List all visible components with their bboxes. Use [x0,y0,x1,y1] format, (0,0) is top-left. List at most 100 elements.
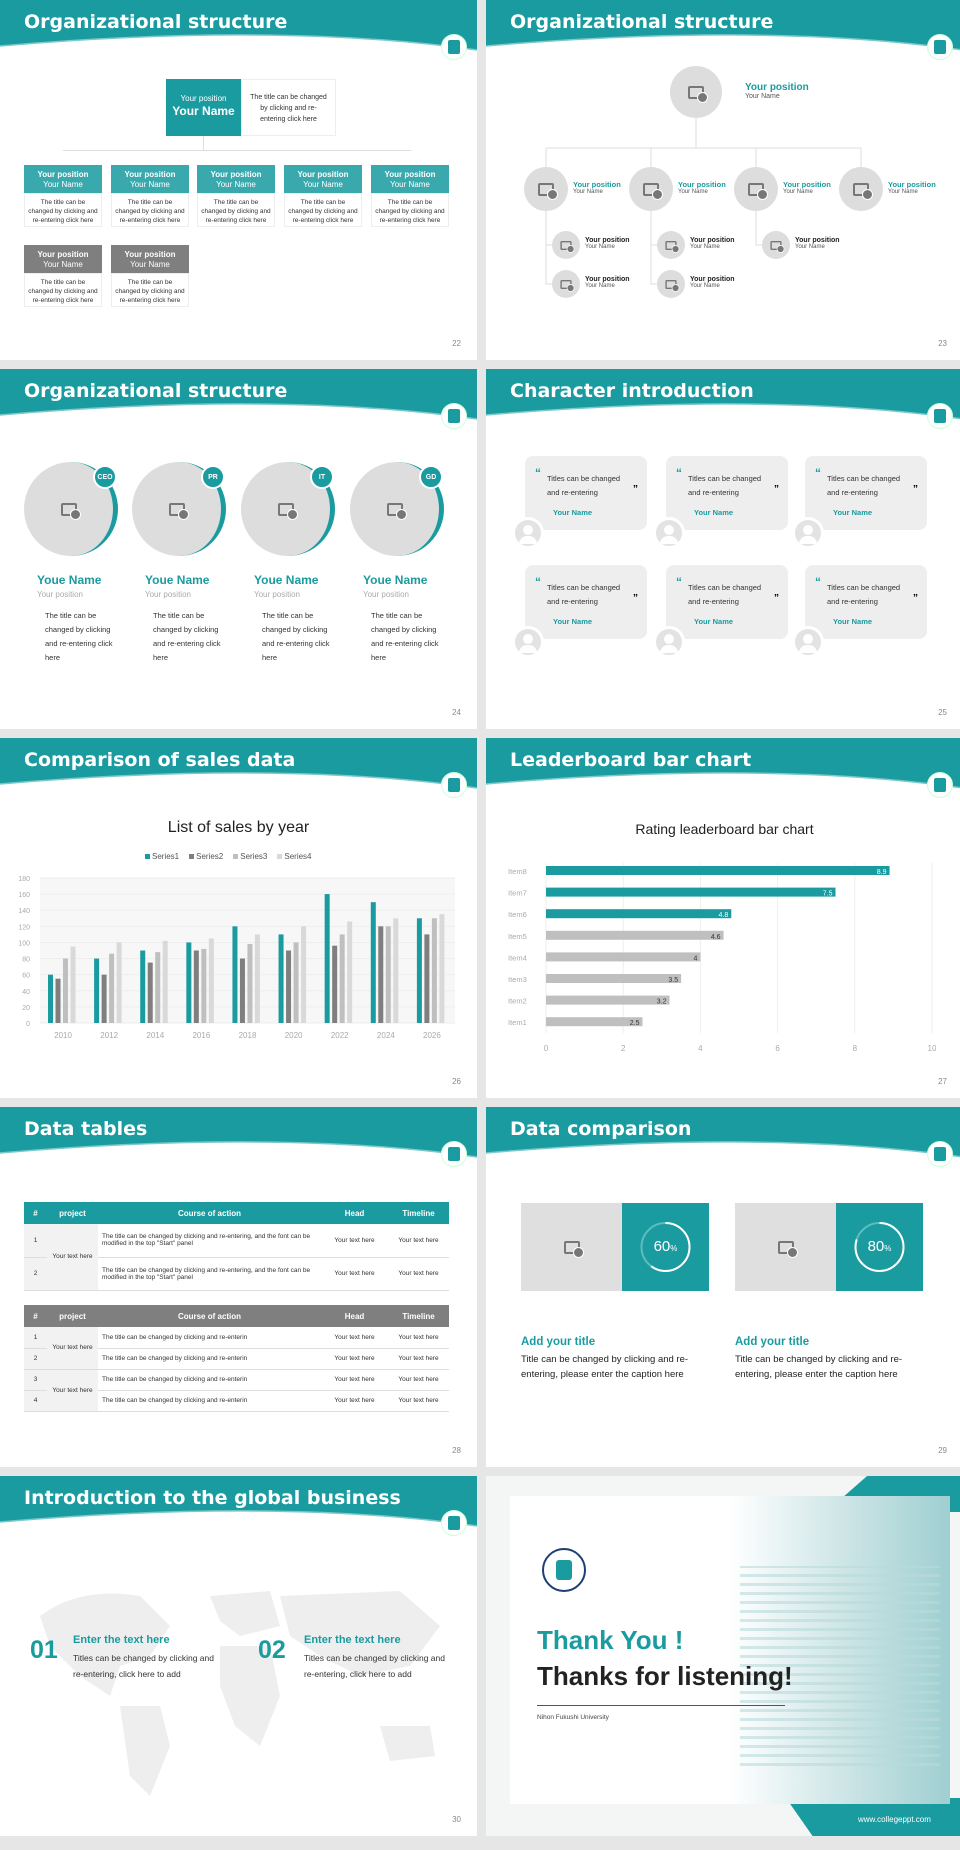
slide-31[interactable]: Thank You ! Thanks for listening! Nihon Fu… [486,1476,960,1836]
slide-25[interactable]: Character introduction 25 “ Titles can be … [486,369,960,729]
image-placeholder-icon [748,182,768,200]
position-box[interactable]: Your position Your Name [197,165,275,193]
avatar[interactable] [839,167,883,211]
item-description[interactable]: Titles can be changed by clicking and re… [304,1653,445,1679]
quote-card[interactable]: “ Titles can be changed and re-entering ” Y… [666,565,788,639]
slide-30[interactable]: Introduction to the global business 30 01… [0,1476,477,1836]
column-header: Timeline [402,1311,435,1321]
slide-22[interactable]: Organizational structure 22 Your position… [0,0,477,360]
position-description[interactable]: The title can be changed by clicking and… [24,273,102,307]
page-number: 23 [938,339,947,348]
y-category-label: Item3 [508,975,527,984]
table-row[interactable]: 2 The title can be changed by clicking an… [24,1348,449,1370]
slide-26[interactable]: Comparison of sales data 26 List of sales… [0,738,477,1098]
avatar[interactable] [552,270,580,298]
x-tick-label: 2026 [423,1031,441,1040]
avatar[interactable] [734,167,778,211]
quote-card[interactable]: “ Titles can be changed and re-entering ” Y… [525,565,647,639]
top-description[interactable]: The title can be changed by clicking and… [241,79,336,136]
head-cell: Your text here [321,1390,388,1412]
percent-value: 60 [653,1238,671,1255]
avatar[interactable] [657,231,685,259]
quote-close-icon: ” [633,593,638,604]
position-description[interactable]: The title can be changed by clicking and… [371,193,449,227]
slide-28[interactable]: Data tables 28 # project Course of action He… [0,1107,477,1467]
head-cell: Your text here [321,1348,388,1370]
percent-unit: % [670,1244,678,1253]
avatar[interactable] [350,462,444,556]
person-description[interactable]: The title can be changed by clicking and… [45,611,113,662]
slide-27[interactable]: Leaderboard bar chart 27 Rating leaderboa… [486,738,960,1098]
table-row[interactable]: 1 Your text here The title can be changed … [24,1224,449,1291]
quote-close-icon: ” [913,484,918,495]
website-url[interactable]: www.collegeppt.com [858,1815,931,1824]
x-tick-label: 2012 [100,1031,118,1040]
header-band [0,1107,477,1158]
bar-Item1 [546,1017,643,1027]
table-row[interactable]: 3 Your text here The title can be changed … [24,1369,449,1412]
y-category-label: Item2 [508,997,527,1006]
avatar[interactable] [762,231,790,259]
person-description[interactable]: The title can be changed by clicking and… [262,611,330,662]
position-description[interactable]: The title can be changed by clicking and… [284,193,362,227]
avatar[interactable] [670,66,722,118]
role-badge: IT [310,465,334,489]
slide-title: Organizational structure [24,11,288,33]
slide-title: Data tables [24,1118,148,1140]
table-row[interactable]: 4 The title can be changed by clicking an… [24,1390,449,1412]
bar-Series1-2024 [370,902,376,1023]
table-row[interactable]: 2 The title can be changed by clicking an… [24,1257,449,1291]
y-tick-label: 120 [18,924,30,931]
position-box[interactable]: Your position Your Name [24,245,102,273]
avatar[interactable] [629,167,673,211]
y-category-label: Item1 [508,1018,527,1027]
header-band [486,369,960,420]
quote-open-icon: “ [815,466,821,480]
action-cell: The title can be changed by clicking and… [98,1348,321,1370]
avatar[interactable] [524,167,568,211]
data-label: 4 [693,955,697,962]
university-logo [441,772,467,798]
slide-23[interactable]: Organizational structure 23 Your position… [486,0,960,360]
quote-card[interactable]: “ Titles can be changed and re-entering ” Y… [525,456,647,530]
bar-Series2-2012 [101,974,107,1023]
position-box[interactable]: Your position Your Name [111,165,189,193]
member: Your position Your Name [888,180,936,195]
slide-title: Leaderboard bar chart [510,749,752,771]
bar-Series3-2024 [385,926,391,1023]
action-cell: The title can be changed by clicking and… [98,1369,321,1391]
quote-card[interactable]: “ Titles can be changed and re-entering ” Y… [805,456,927,530]
role-badge: CEO [93,465,117,489]
y-category-label: Item5 [508,932,527,941]
image-placeholder-icon [560,279,575,292]
quote-card[interactable]: “ Titles can be changed and re-entering ” Y… [666,456,788,530]
y-tick-label: 40 [22,989,30,996]
position-box[interactable]: Your position Your Name [371,165,449,193]
position-box[interactable]: Your position Your Name [24,165,102,193]
item-description[interactable]: Titles can be changed by clicking and re… [73,1653,214,1679]
position-description[interactable]: The title can be changed by clicking and… [111,193,189,227]
quote-text: Titles can be changed and re-entering [827,583,901,606]
person-description[interactable]: The title can be changed by clicking and… [153,611,221,662]
slide-29[interactable]: Data comparison 29 60% Add your title Title… [486,1107,960,1467]
y-tick-label: 180 [18,876,30,883]
top-position-box[interactable]: Your position Your Name [166,79,241,136]
position-box[interactable]: Your position Your Name [111,245,189,273]
person-description[interactable]: The title can be changed by clicking and… [371,611,439,662]
quote-card[interactable]: “ Titles can be changed and re-entering ” Y… [805,565,927,639]
avatar-icon [512,626,544,658]
image-placeholder[interactable] [521,1203,622,1291]
table-row[interactable]: 1 Your text here The title can be changed … [24,1327,449,1370]
avatar[interactable] [552,231,580,259]
head-cell: Your text here [321,1257,388,1291]
quote-close-icon: ” [774,593,779,604]
avatar[interactable] [657,270,685,298]
image-placeholder[interactable] [735,1203,836,1291]
bar-Item2 [546,995,670,1005]
position-description[interactable]: The title can be changed by clicking and… [197,193,275,227]
position-description[interactable]: The title can be changed by clicking and… [24,193,102,227]
position-box[interactable]: Your position Your Name [284,165,362,193]
slide-24[interactable]: Organizational structure 24 CEO Youe Name Y… [0,369,477,729]
position-description[interactable]: The title can be changed by clicking and… [111,273,189,307]
project-cell: Your text here [47,1224,98,1291]
